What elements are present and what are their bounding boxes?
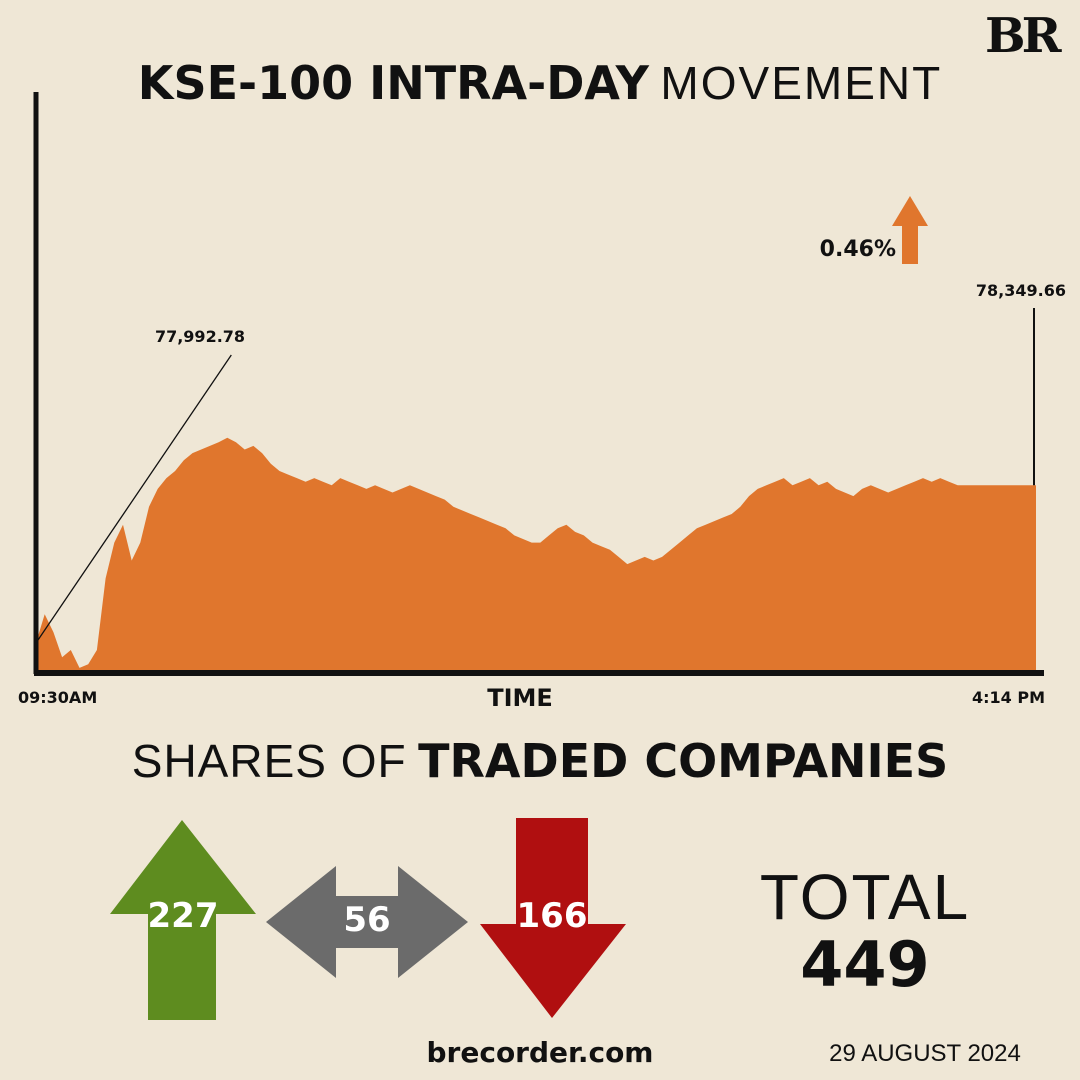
advanced-count: 227 (147, 896, 219, 936)
total-label: TOTAL (759, 861, 971, 933)
x-tick-start: 09:30AM (18, 688, 98, 707)
arrow-up-icon (110, 820, 256, 1020)
change-percent-label: 0.46% (820, 237, 896, 262)
shares-title-bold: TRADED COMPANIES (418, 734, 949, 788)
shares-title-light: SHARES OF (131, 735, 407, 787)
source-link[interactable]: brecorder.com (426, 1036, 654, 1069)
declined-count: 166 (516, 896, 588, 936)
arrow-down-icon (480, 818, 626, 1018)
x-axis-title: TIME (487, 684, 553, 712)
title-light: MOVEMENT (660, 57, 943, 109)
series-area (36, 437, 1036, 670)
close-value-label: 78,349.66 (976, 281, 1066, 300)
x-tick-end: 4:14 PM (972, 688, 1046, 707)
peak-leader-line (37, 354, 232, 641)
chart-title: KSE-100 INTRA-DAY MOVEMENT (0, 56, 1080, 110)
area-layer (36, 437, 1036, 670)
kse-area-chart: 77,992.78 78,349.66 0.46% (33, 92, 1066, 676)
peak-value-label: 77,992.78 (155, 327, 245, 346)
annotations: 77,992.78 78,349.66 0.46% (37, 196, 1066, 641)
total-value: 449 (800, 928, 930, 1001)
title-bold: KSE-100 INTRA-DAY (137, 56, 649, 110)
shares-title: SHARES OF TRADED COMPANIES (0, 734, 1080, 788)
arrow-left-right-icon (266, 866, 468, 978)
unchanged-count: 56 (343, 900, 391, 940)
change-up-arrow-icon (892, 196, 928, 264)
br-logo: BR (985, 8, 1061, 64)
date-label: 29 AUGUST 2024 (829, 1040, 1021, 1067)
